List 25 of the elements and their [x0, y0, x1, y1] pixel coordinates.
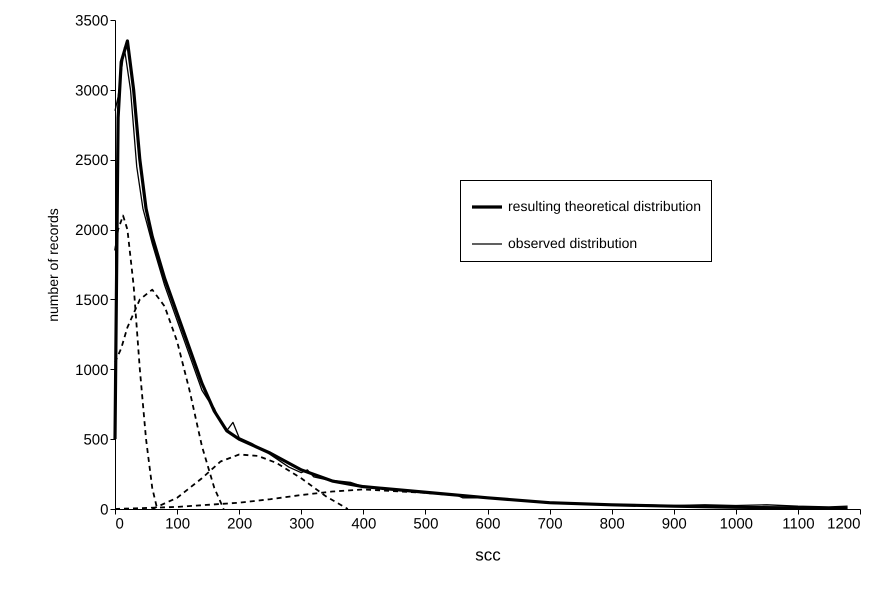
x-tick-label: 100 [165, 516, 190, 532]
y-tick-label: 2500 [75, 152, 108, 170]
y-tick-label: 1500 [75, 292, 108, 309]
x-tick-label: 1000 [720, 516, 754, 532]
y-tick-label: 3500 [75, 12, 108, 30]
x-tick-label: 600 [475, 516, 501, 532]
y-tick-label: 500 [83, 432, 108, 449]
legend-label: observed distribution [508, 235, 638, 251]
y-tick-label: 2000 [75, 222, 108, 240]
x-tick-label: 500 [413, 516, 438, 532]
x-tick-label: 200 [227, 516, 252, 532]
x-tick-label: 700 [538, 516, 563, 532]
x-tick-label: 0 [116, 516, 124, 532]
x-tick-label: 900 [662, 516, 687, 532]
y-tick-label: 0 [100, 502, 108, 518]
x-tick-label: 1100 [782, 516, 815, 532]
y-tick-label: 1000 [75, 362, 108, 379]
x-tick-label: 1200 [827, 516, 860, 532]
y-tick-label: 3000 [75, 82, 108, 100]
x-tick-label: 400 [351, 516, 376, 532]
legend-label: resulting theoretical distribution [508, 198, 701, 214]
x-tick-label: 300 [289, 516, 314, 532]
x-axis-title: scc [475, 546, 502, 564]
x-tick-label: 800 [600, 516, 625, 532]
y-axis-title: number of records [45, 208, 62, 322]
